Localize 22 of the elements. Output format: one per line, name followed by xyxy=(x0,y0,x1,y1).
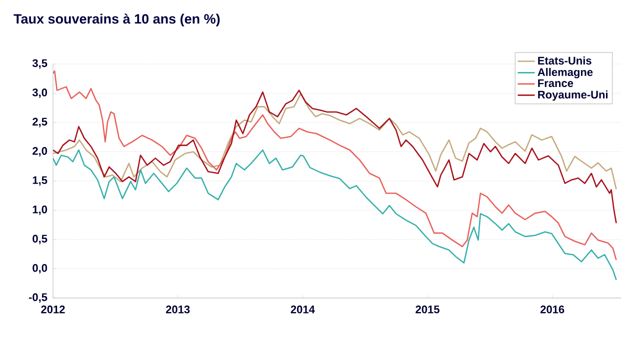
y-tick-label: -0,5 xyxy=(28,293,48,303)
x-tick-label: 2014 xyxy=(290,306,315,314)
x-tick-label: 2013 xyxy=(166,306,190,314)
x-tick-label: 2016 xyxy=(540,306,564,314)
legend-label: Etats-Unis xyxy=(538,56,592,65)
line-series xyxy=(53,90,617,224)
legend-label: Allemagne xyxy=(538,68,593,78)
chart-title: Taux souverains à 10 ans (en %) xyxy=(14,14,220,26)
y-tick-label: 2,5 xyxy=(32,118,48,128)
y-tick-label: 0,0 xyxy=(32,264,48,274)
legend-label: France xyxy=(538,79,574,88)
legend-label: Royaume-Uni xyxy=(538,90,608,101)
line-series xyxy=(53,70,617,261)
y-tick-label: 1,0 xyxy=(32,206,48,215)
x-tick-label: 2015 xyxy=(416,306,440,314)
x-tick-label: 2012 xyxy=(41,306,65,314)
y-tick-label: 3,5 xyxy=(32,59,48,69)
y-tick-label: 2,0 xyxy=(32,147,48,156)
y-tick-label: 0,5 xyxy=(32,234,48,244)
y-tick-label: 1,5 xyxy=(32,176,48,186)
y-tick-label: 3,0 xyxy=(32,88,48,98)
line-series xyxy=(53,149,617,281)
